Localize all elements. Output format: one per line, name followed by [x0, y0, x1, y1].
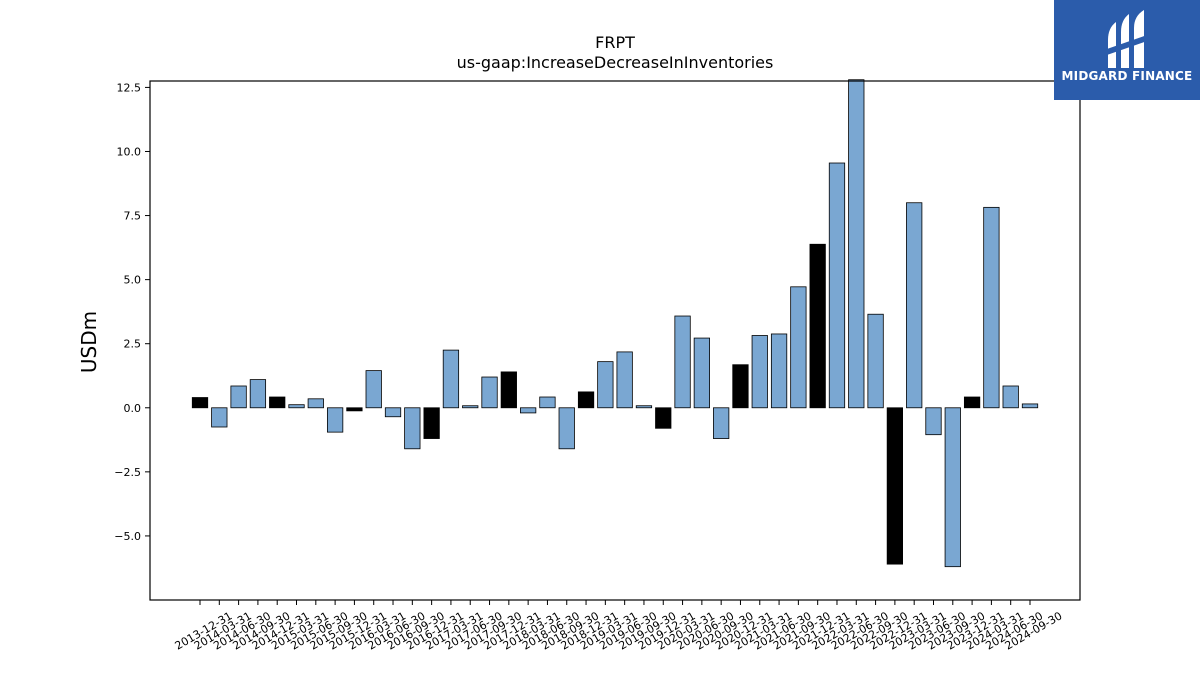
bar-2020-09-30	[713, 407, 730, 439]
bar-2017-12-31	[500, 371, 517, 409]
bar-2021-12-31	[809, 243, 826, 409]
y-tick-label: 2.5	[124, 338, 142, 351]
bar-2013-12-31	[191, 397, 209, 409]
bar-2014-09-30	[249, 379, 267, 409]
bar-2018-09-30	[558, 407, 575, 450]
bar-2023-12-31	[963, 396, 981, 409]
bar-2018-12-31	[577, 391, 595, 409]
bar-2022-06-30	[848, 79, 865, 409]
bar-2022-12-31	[886, 407, 903, 565]
bar-2019-06-30	[616, 351, 633, 409]
bar-2016-12-31	[423, 407, 440, 439]
brand-logo: MIDGARD FINANCE	[1054, 0, 1200, 100]
bar-2016-06-30	[384, 407, 402, 418]
bars-group	[191, 79, 1039, 568]
bar-2015-03-31	[288, 404, 305, 409]
bar-2017-06-30	[462, 405, 479, 409]
bar-2020-12-31	[732, 364, 749, 409]
y-tick-label: 5.0	[124, 274, 142, 287]
plot-frame	[149, 80, 1081, 601]
bar-2015-09-30	[326, 407, 344, 433]
bar-2021-09-30	[790, 286, 807, 409]
bar-2023-06-30	[925, 407, 942, 436]
bar-2022-03-31	[828, 162, 846, 409]
bar-2024-06-30	[1002, 385, 1019, 409]
y-tick-label: 7.5	[124, 210, 142, 223]
bar-2024-09-30	[1021, 403, 1039, 409]
y-axis-label: USDm	[77, 311, 101, 373]
bar-2020-03-31	[674, 315, 691, 409]
brand-name: MIDGARD FINANCE	[1061, 69, 1193, 83]
bar-2023-09-30	[944, 407, 961, 568]
bar-2022-09-30	[867, 313, 884, 409]
chart-subtitle: us-gaap:IncreaseDecreaseInInventories	[457, 53, 774, 72]
midgard-logo-icon	[1104, 10, 1150, 68]
bar-2021-03-31	[751, 335, 768, 409]
bar-2017-03-31	[442, 349, 460, 409]
bar-2020-06-30	[693, 337, 710, 409]
bar-2015-12-31	[346, 407, 363, 412]
y-tick-label: 10.0	[117, 145, 142, 158]
y-tick-label: −2.5	[114, 466, 141, 479]
bar-2014-12-31	[269, 396, 286, 409]
y-tick-label: −5.0	[114, 530, 141, 543]
bar-2015-06-30	[307, 398, 324, 409]
bar-2019-09-30	[635, 405, 653, 409]
x-axis-ticks: 2013-12-312014-03-312014-06-302014-09-30…	[173, 600, 1065, 653]
bar-2019-03-31	[597, 361, 614, 409]
bar-2021-06-30	[770, 333, 788, 409]
bar-2018-03-31	[520, 407, 537, 414]
bar-2018-06-30	[539, 396, 556, 409]
bar-2016-09-30	[404, 407, 421, 450]
y-tick-label: 12.5	[117, 81, 142, 94]
bar-2019-12-31	[655, 407, 672, 429]
y-tick-label: 0.0	[124, 402, 142, 415]
bar-2023-03-31	[906, 202, 923, 409]
bar-2016-03-31	[365, 370, 382, 409]
bar-2014-03-31	[211, 407, 228, 428]
chart-title: FRPT	[595, 33, 635, 52]
y-axis-ticks: −5.0 −2.5 0.0 2.5 5.0 7.5 10.0 12.5	[114, 81, 150, 543]
bar-2017-09-30	[481, 376, 498, 409]
bar-2024-03-31	[983, 206, 1000, 409]
bar-2014-06-30	[230, 385, 247, 409]
